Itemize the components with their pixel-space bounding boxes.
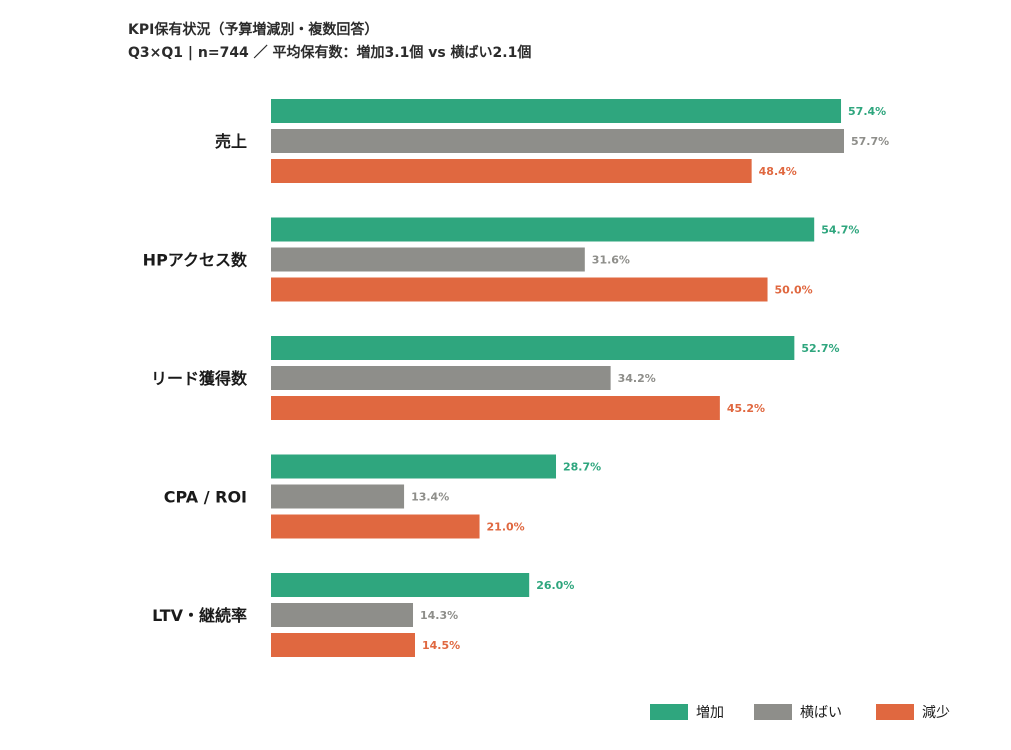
category-label-sales: 売上 xyxy=(215,132,247,151)
legend-swatch-increase xyxy=(650,704,688,720)
value-label-sales-decrease: 48.4% xyxy=(759,165,797,178)
chart-subtitle: Q3×Q1 | n=744 ／ 平均保有数：増加3.1個 vs 横ばい2.1個 xyxy=(128,44,531,61)
bar-ltv-increase xyxy=(271,573,530,597)
value-label-sales-flat: 57.7% xyxy=(851,135,889,148)
bar-hp-access-decrease xyxy=(271,277,768,302)
value-label-hp-access-decrease: 50.0% xyxy=(775,284,813,297)
bar-lead-decrease xyxy=(271,396,720,420)
value-label-cpa-roi-increase: 28.7% xyxy=(563,461,601,474)
bar-cpa-roi-decrease xyxy=(271,514,480,539)
value-label-ltv-flat: 14.3% xyxy=(420,609,458,622)
bar-cpa-roi-increase xyxy=(271,454,557,479)
legend-label-flat: 横ばい xyxy=(800,705,842,721)
category-label-lead: リード獲得数 xyxy=(151,369,248,388)
legend-swatch-decrease xyxy=(876,704,914,720)
legend-label-increase: 増加 xyxy=(696,705,724,721)
bar-lead-increase xyxy=(271,336,795,360)
bar-cpa-roi-flat xyxy=(271,484,405,509)
chart-title: KPI保有状況（予算増減別・複数回答） xyxy=(128,21,378,38)
category-label-hp-access: HPアクセス数 xyxy=(143,251,248,270)
bar-lead-flat xyxy=(271,366,611,390)
legend: 増加 横ばい 減少 xyxy=(650,704,950,721)
bar-hp-access-flat xyxy=(271,247,585,272)
value-label-lead-decrease: 45.2% xyxy=(727,402,765,415)
value-label-cpa-roi-flat: 13.4% xyxy=(411,491,449,504)
legend-label-decrease: 減少 xyxy=(922,704,950,721)
bar-ltv-decrease xyxy=(271,633,415,657)
bar-hp-access-increase xyxy=(271,217,815,242)
value-label-ltv-increase: 26.0% xyxy=(536,579,574,592)
bar-sales-increase xyxy=(271,99,842,123)
value-label-lead-flat: 34.2% xyxy=(618,372,656,385)
legend-swatch-flat xyxy=(754,704,792,720)
value-label-cpa-roi-decrease: 21.0% xyxy=(487,521,525,534)
bar-sales-decrease xyxy=(271,159,752,183)
bar-ltv-flat xyxy=(271,603,414,627)
value-label-lead-increase: 52.7% xyxy=(801,342,839,355)
value-label-ltv-decrease: 14.5% xyxy=(422,639,460,652)
value-label-sales-increase: 57.4% xyxy=(848,105,886,118)
value-label-hp-access-increase: 54.7% xyxy=(821,224,859,237)
value-label-hp-access-flat: 31.6% xyxy=(592,254,630,267)
category-label-cpa-roi: CPA / ROI xyxy=(164,488,247,507)
bars-layer: 57.4% 57.7% 48.4% 売上 54.7% 31.6% 50.0% HPアクセス数 5… xyxy=(143,99,889,657)
bar-sales-flat xyxy=(271,129,844,153)
category-label-ltv: LTV・継続率 xyxy=(152,606,247,625)
